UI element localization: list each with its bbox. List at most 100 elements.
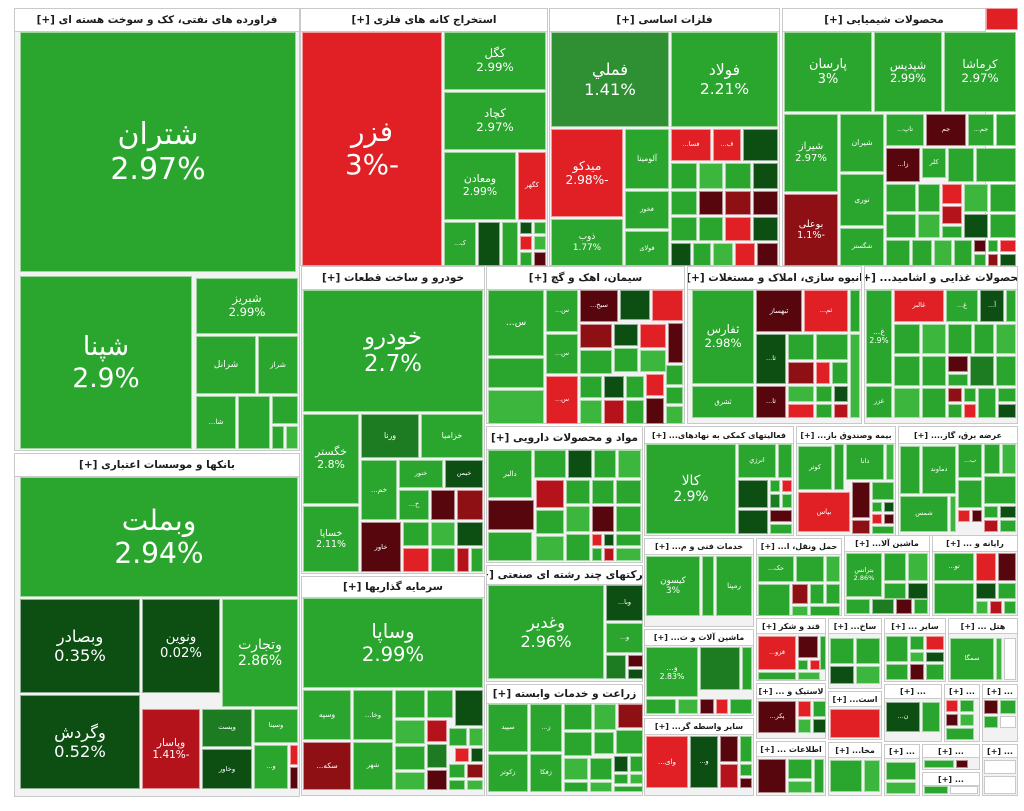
- tile-automotive-13[interactable]: [431, 522, 455, 546]
- tile-misc-6-1[interactable]: [950, 786, 978, 794]
- tile-metal-ores-mining-12[interactable]: [520, 252, 532, 266]
- tile-automotive-خودرو[interactable]: خودرو 2.7%: [303, 290, 483, 412]
- sector-technical-services-header[interactable]: خدمات فنی و م... [+]: [645, 539, 753, 555]
- tile-utilities-power-gas-8[interactable]: [984, 476, 1016, 504]
- tile-food-beverages-18[interactable]: [922, 388, 946, 418]
- tile-base-metals-26[interactable]: [757, 243, 778, 266]
- tile-chemicals-28[interactable]: [886, 240, 910, 266]
- tile-base-metals-12[interactable]: [725, 163, 751, 189]
- tile-utilities-power-gas-4[interactable]: [1002, 444, 1016, 474]
- tile-agriculture-ز...[interactable]: ز...: [530, 704, 562, 752]
- tile-misc-1-ن...[interactable]: ن...: [886, 702, 920, 732]
- tile-pharmaceuticals-12[interactable]: [566, 506, 590, 532]
- tile-insurance-8[interactable]: [872, 502, 882, 512]
- tile-pharmaceuticals-1[interactable]: [488, 500, 534, 530]
- tile-transportation-6[interactable]: [826, 584, 840, 604]
- tile-electrical-machinery-4[interactable]: [908, 583, 928, 599]
- tile-base-metals-19[interactable]: [699, 217, 723, 241]
- tile-other-sectors-6[interactable]: [910, 664, 924, 680]
- tile-other-sectors-3[interactable]: [910, 652, 924, 662]
- tile-transportation-3[interactable]: [758, 584, 790, 616]
- tile-pharmaceuticals-7[interactable]: [536, 480, 564, 508]
- tile-chemicals-26[interactable]: [964, 214, 988, 238]
- tile-technical-services-1[interactable]: [702, 556, 714, 616]
- tile-cement-lime-س...[interactable]: س...: [546, 334, 578, 374]
- tile-banks-وبصادر[interactable]: وبصادر 0.35%: [20, 599, 140, 693]
- tile-oil-products-شپنا[interactable]: شپنا 2.9%: [20, 276, 192, 449]
- tile-misc-3-1[interactable]: [1000, 700, 1016, 714]
- tile-hotels-1[interactable]: [996, 638, 1002, 680]
- tile-rubber-plastics-4[interactable]: [813, 719, 826, 733]
- sector-utilities-power-gas-header[interactable]: عرضه برق، گاز.... [+]: [899, 427, 1017, 444]
- tile-misc-2-4[interactable]: [946, 728, 974, 740]
- tile-investments-8[interactable]: [395, 720, 425, 744]
- tile-automotive-خزامیا[interactable]: خزامیا: [421, 414, 483, 458]
- tile-metal-ores-mining-ک...[interactable]: ک...: [444, 222, 476, 266]
- sector-pharmaceuticals-header[interactable]: مواد و محصولات دارویی [+]: [487, 427, 642, 450]
- tile-investments-17[interactable]: [427, 770, 447, 790]
- tile-insurance-کوثر[interactable]: کوثر: [798, 446, 832, 490]
- tile-investments-14[interactable]: [455, 748, 469, 762]
- tile-investments-7[interactable]: [455, 690, 483, 726]
- tile-chemicals-20[interactable]: [964, 184, 988, 212]
- tile-banks-وپست[interactable]: وپست: [202, 709, 252, 747]
- sector-misc-7-header[interactable]: ... [+]: [983, 745, 1017, 758]
- tile-food-beverages-24[interactable]: [998, 388, 1016, 402]
- tile-oil-products-6[interactable]: [238, 396, 270, 449]
- tile-agriculture-8[interactable]: [594, 732, 614, 754]
- tile-chemicals-شیراز[interactable]: شیراز 2.97%: [784, 114, 838, 192]
- tile-information-3[interactable]: [814, 759, 824, 793]
- tile-information-1[interactable]: [788, 759, 812, 779]
- tile-banks-وخاور[interactable]: وخاور: [202, 749, 252, 789]
- tile-cement-lime-17[interactable]: [604, 376, 624, 398]
- tile-utilities-power-gas-12[interactable]: [1000, 506, 1016, 518]
- tile-utilities-power-gas-0[interactable]: [900, 446, 920, 494]
- tile-food-beverages-15[interactable]: [996, 356, 1016, 386]
- tile-base-metals-آلومینا[interactable]: آلومینا: [625, 129, 669, 189]
- tile-exchange-auxiliary-4[interactable]: [770, 480, 780, 492]
- tile-real-estate-16[interactable]: [834, 404, 848, 418]
- sector-banks-header[interactable]: بانکها و موسسات اعتباری [+]: [15, 454, 299, 477]
- tile-exchange-auxiliary-7[interactable]: [782, 494, 792, 508]
- tile-transportation-8[interactable]: [810, 606, 840, 616]
- tile-base-metals-22[interactable]: [671, 243, 691, 266]
- tile-chemicals-پارسان[interactable]: پارسان 3%: [784, 32, 872, 112]
- tile-pharmaceuticals-21[interactable]: [616, 534, 641, 546]
- tile-cement-lime-س...[interactable]: س...: [546, 376, 578, 424]
- tile-agriculture-10[interactable]: [564, 758, 588, 780]
- tile-banks-10[interactable]: [290, 745, 298, 765]
- tile-chemicals-جم...[interactable]: جم...: [968, 114, 994, 146]
- tile-agriculture-7[interactable]: [564, 732, 592, 756]
- tile-base-metals-9[interactable]: [743, 129, 778, 161]
- tile-transportation-حک...[interactable]: حک...: [758, 556, 794, 582]
- tile-investments-وسپه[interactable]: وسپه: [303, 690, 351, 740]
- tile-real-estate-6[interactable]: [788, 334, 814, 360]
- tile-machinery-equipment-2[interactable]: [742, 647, 752, 690]
- sector-electrical-machinery-header[interactable]: ماشین آلا... [+]: [845, 536, 929, 552]
- tile-automotive-10[interactable]: [431, 490, 455, 520]
- tile-real-estate-ثا...[interactable]: ثا...: [756, 386, 786, 418]
- tile-metal-ores-mining-فزر[interactable]: فزر -3%: [302, 32, 442, 266]
- tile-machinery-equipment-5[interactable]: [700, 699, 714, 714]
- tile-machinery-equipment-1[interactable]: [700, 647, 740, 690]
- tile-investments-شهر[interactable]: شهر: [353, 742, 393, 790]
- sector-telecom-header[interactable]: مخا... [+]: [829, 743, 881, 758]
- tile-food-beverages-8[interactable]: [948, 324, 972, 354]
- tile-automotive-خ...[interactable]: خ...: [399, 490, 429, 520]
- tile-food-beverages-آ...[interactable]: آ...: [980, 290, 1004, 322]
- tile-agriculture-9[interactable]: [616, 730, 643, 754]
- tile-insurance-بپاس[interactable]: بپاس: [798, 492, 850, 532]
- tile-food-beverages-غ...[interactable]: غ... 2.9%: [866, 290, 892, 384]
- tile-chemicals-36[interactable]: [988, 254, 998, 266]
- tile-pharmaceuticals-20[interactable]: [604, 548, 614, 561]
- tile-chemicals-29[interactable]: [912, 240, 932, 266]
- tile-metal-ores-mining-13[interactable]: [534, 252, 546, 266]
- tile-chemicals-30[interactable]: [934, 240, 952, 266]
- tile-food-beverages-23[interactable]: [978, 388, 996, 418]
- tile-food-beverages-16[interactable]: [948, 374, 968, 386]
- tile-food-beverages-غالبر[interactable]: غالبر: [894, 290, 944, 322]
- sector-est-sector-header[interactable]: است... [+]: [829, 692, 881, 707]
- tile-multi-industry-3[interactable]: [606, 655, 626, 679]
- tile-transportation-2[interactable]: [826, 556, 840, 582]
- tile-automotive-ورنا[interactable]: ورنا: [361, 414, 419, 458]
